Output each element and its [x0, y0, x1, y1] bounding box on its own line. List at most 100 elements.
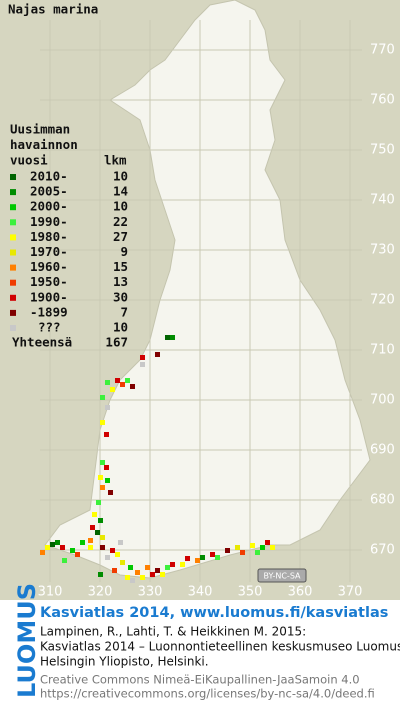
occurrence-square: [98, 518, 103, 523]
occurrence-square: [130, 384, 135, 389]
occurrence-square: [265, 540, 270, 545]
y-tick-label: 680: [370, 493, 395, 508]
legend-swatch: [10, 309, 16, 316]
occurrence-square: [105, 380, 110, 385]
license-badge: [257, 568, 307, 583]
legend-label: ???: [38, 320, 61, 335]
x-tick-label: 360: [288, 585, 313, 600]
footer-background: [0, 600, 400, 702]
occurrence-square: [260, 545, 265, 550]
legend-total: 167: [105, 335, 128, 350]
occurrence-square: [215, 555, 220, 560]
occurrence-square: [235, 545, 240, 550]
y-tick-label: 740: [370, 193, 395, 208]
y-tick-label: 720: [370, 293, 395, 308]
occurrence-square: [145, 565, 150, 570]
occurrence-square: [210, 552, 215, 557]
legend-label: 1980-: [30, 229, 68, 244]
legend-swatch: [10, 264, 16, 271]
x-tick-label: 330: [138, 585, 163, 600]
occurrence-square: [70, 548, 75, 553]
occurrence-square: [270, 545, 275, 550]
legend-label: 2010-: [30, 169, 68, 184]
x-tick-label: 340: [188, 585, 213, 600]
occurrence-square: [155, 352, 160, 357]
occurrence-square: [100, 460, 105, 465]
occurrence-square: [110, 387, 115, 392]
occurrence-square: [88, 545, 93, 550]
occurrence-square: [140, 575, 145, 580]
legend-label: 1970-: [30, 244, 68, 259]
legend-count: 30: [113, 289, 128, 304]
occurrence-square: [100, 485, 105, 490]
occurrence-square: [160, 572, 165, 577]
legend-count: 13: [113, 274, 128, 289]
occurrence-square: [125, 575, 130, 580]
occurrence-square: [185, 556, 190, 561]
occurrence-square: [62, 558, 67, 563]
occurrence-square: [170, 562, 175, 567]
license-line: https://creativecommons.org/licenses/by-…: [40, 687, 375, 701]
occurrence-square: [105, 405, 110, 410]
occurrence-square: [125, 378, 130, 383]
y-tick-label: 760: [370, 93, 395, 108]
x-tick-label: 320: [88, 585, 113, 600]
y-tick-label: 710: [370, 343, 395, 358]
occurrence-square: [155, 568, 160, 573]
occurrence-square: [135, 570, 140, 575]
finland-outline: [44, 0, 371, 579]
legend-label: 1960-: [30, 259, 68, 274]
occurrence-square: [105, 555, 110, 560]
legend-count: 7: [120, 304, 128, 319]
occurrence-square: [150, 572, 155, 577]
occurrence-square: [108, 490, 113, 495]
legend-count: 10: [113, 199, 128, 214]
occurrence-square: [112, 568, 117, 573]
occurrence-square: [60, 545, 65, 550]
occurrence-square: [110, 548, 115, 553]
map-title: Najas marina: [8, 2, 98, 17]
legend-swatch: [10, 279, 16, 286]
license-badge-text: BY-NC-SA: [263, 572, 301, 581]
legend-swatch: [10, 234, 16, 241]
citation-line: Helsingin Yliopisto, Helsinki.: [40, 655, 209, 669]
occurrence-square: [165, 335, 170, 340]
occurrence-square: [255, 550, 260, 555]
legend-swatch: [10, 294, 16, 301]
legend-count: 14: [113, 184, 128, 199]
occurrence-square: [88, 538, 93, 543]
legend-swatch: [10, 219, 16, 226]
occurrence-square: [200, 555, 205, 560]
legend-count: 22: [113, 214, 128, 229]
occurrence-square: [120, 382, 125, 387]
legend-label: 1950-: [30, 274, 68, 289]
occurrence-square: [105, 478, 110, 483]
citation-line: Kasviatlas 2014 – Luonnontieteellinen ke…: [40, 640, 400, 654]
legend-count: 10: [113, 169, 128, 184]
legend-label: 1900-: [30, 289, 68, 304]
occurrence-square: [50, 542, 55, 547]
occurrence-square: [170, 335, 175, 340]
legend-count: 9: [120, 244, 128, 259]
occurrence-square: [120, 560, 125, 565]
legend-header: vuosi: [10, 153, 48, 168]
y-tick-label: 750: [370, 143, 395, 158]
occurrence-square: [104, 432, 109, 437]
y-tick-label: 670: [370, 543, 395, 558]
occurrence-square: [140, 355, 145, 360]
logo: LUOMUS: [13, 583, 41, 698]
legend-label: 2000-: [30, 199, 68, 214]
occurrence-square: [100, 395, 105, 400]
y-tick-label: 690: [370, 443, 395, 458]
occurrence-square: [100, 420, 105, 425]
occurrence-square: [115, 552, 120, 557]
legend-count-header: lkm: [104, 153, 127, 168]
occurrence-square: [98, 572, 103, 577]
occurrence-square: [250, 543, 255, 548]
legend-label: 1990-: [30, 214, 68, 229]
x-tick-label: 350: [238, 585, 263, 600]
occurrence-square: [128, 565, 133, 570]
legend-swatch: [10, 174, 16, 180]
occurrence-square: [40, 550, 45, 555]
